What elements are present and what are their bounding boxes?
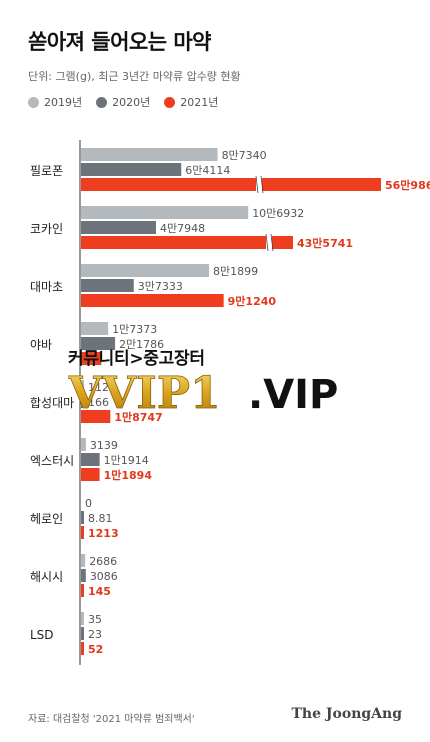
category-label-7: 해시시 [30, 570, 63, 584]
legend-item-2021: 2021년 [164, 94, 218, 110]
legend: 2019년 2020년 2021년 [28, 94, 218, 110]
legend-item-2019: 2019년 [28, 94, 82, 110]
bar-1-4 [81, 395, 84, 408]
bar-0-2 [81, 264, 210, 277]
bar-2-3 [81, 352, 102, 365]
category-label-1: 코카인 [30, 222, 63, 236]
bar-1-6 [81, 511, 84, 524]
legend-label-2020: 2020년 [112, 96, 151, 109]
data-label-1-8: 23 [88, 628, 102, 641]
data-label-1-3: 2만1786 [119, 338, 164, 351]
watermark-caption: 커뮤니티>중고장터 [68, 349, 205, 369]
bar-break-2-1 [266, 234, 272, 251]
bar-2-7 [81, 584, 84, 597]
category-label-6: 헤로인 [30, 512, 63, 526]
data-label-0-2: 8만1899 [213, 265, 258, 278]
bar-0-3 [81, 322, 109, 335]
data-label-1-2: 3만7333 [138, 280, 183, 293]
category-label-2: 대마초 [30, 280, 63, 294]
bar-0-0 [81, 148, 218, 161]
legend-swatch-2020 [96, 96, 108, 108]
bar-break-mark-b-2-1 [270, 233, 274, 252]
data-label-0-0: 8만7340 [222, 149, 267, 162]
data-label-2-8: 52 [88, 643, 103, 656]
data-label-1-5: 1만1914 [104, 454, 149, 467]
legend-swatch-2019 [28, 96, 39, 108]
category-label-8: LSD [30, 628, 54, 642]
bar-2-4 [81, 410, 111, 423]
bar-1-3 [81, 337, 116, 350]
bar-1-0 [81, 163, 182, 176]
data-label-1-7: 3086 [90, 570, 118, 583]
data-label-0-1: 10만6932 [252, 207, 304, 220]
data-label-0-7: 2686 [89, 555, 117, 568]
data-label-1-4: 166 [88, 396, 109, 409]
chart-subtitle: 단위: 그램(g), 최근 3년간 마약류 압수량 현황 [28, 70, 241, 83]
category-label-4: 합성대마 [30, 396, 74, 410]
bar-2-2 [81, 294, 224, 307]
data-label-0-4: 1129 [88, 381, 116, 394]
bar-0-8 [81, 612, 84, 625]
watermark-logo-suffix: .VIP [248, 372, 338, 416]
data-label-0-5: 3139 [90, 439, 118, 452]
bar-2-6 [81, 526, 84, 539]
bar-break-mark-a-2-0 [255, 175, 259, 194]
data-label-0-6: 0 [85, 497, 92, 510]
data-label-2-4: 1만8747 [114, 410, 162, 424]
bar-1-8 [81, 627, 84, 640]
data-label-1-1: 4만7948 [160, 222, 205, 235]
bar-2-0 [81, 178, 381, 191]
legend-item-2020: 2020년 [96, 94, 150, 110]
category-label-3: 야바 [30, 338, 52, 352]
bar-1-1 [81, 221, 156, 234]
brand-logo: The JoongAng [291, 706, 402, 722]
watermark-logo: VVIP1 .VIP [68, 368, 338, 416]
data-label-2-7: 145 [88, 585, 111, 598]
bar-break-mark-a-2-1 [265, 233, 269, 252]
data-label-2-0: 56만9866 [385, 178, 430, 192]
data-label-1-6: 8.81 [88, 512, 113, 525]
data-label-2-6: 1213 [88, 527, 119, 540]
legend-swatch-2021 [164, 96, 176, 108]
bar-1-2 [81, 279, 134, 292]
bar-0-1 [81, 206, 249, 219]
bar-0-7 [81, 554, 86, 567]
bar-1-7 [81, 569, 86, 582]
bar-0-5 [81, 438, 86, 451]
bar-break-2-0 [256, 176, 262, 193]
data-label-0-8: 35 [88, 613, 102, 626]
data-label-2-1: 43만5741 [297, 236, 353, 250]
data-label-0-3: 1만7373 [112, 323, 157, 336]
data-label-2-5: 1만1894 [104, 468, 153, 482]
legend-label-2019: 2019년 [44, 96, 83, 109]
bar-2-1 [81, 236, 293, 249]
category-label-0: 필로폰 [30, 164, 63, 178]
chart-title: 쏟아져 들어오는 마약 [28, 30, 212, 54]
legend-label-2021: 2021년 [180, 96, 219, 109]
bar-2-5 [81, 468, 100, 481]
bar-1-5 [81, 453, 100, 466]
data-label-2-2: 9만1240 [228, 294, 277, 308]
category-label-5: 엑스터시 [30, 454, 74, 468]
data-label-1-0: 6만4114 [185, 164, 230, 177]
source-note: 자료: 대검찰청 '2021 마약류 범죄백서' [28, 714, 195, 725]
bar-0-4 [81, 380, 84, 393]
watermark: 커뮤니티>중고장터 VVIP1 .VIP [68, 344, 388, 424]
bar-break-mark-b-2-0 [260, 175, 264, 194]
bar-2-8 [81, 642, 84, 655]
watermark-logo-main: VVIP1 [68, 368, 221, 416]
